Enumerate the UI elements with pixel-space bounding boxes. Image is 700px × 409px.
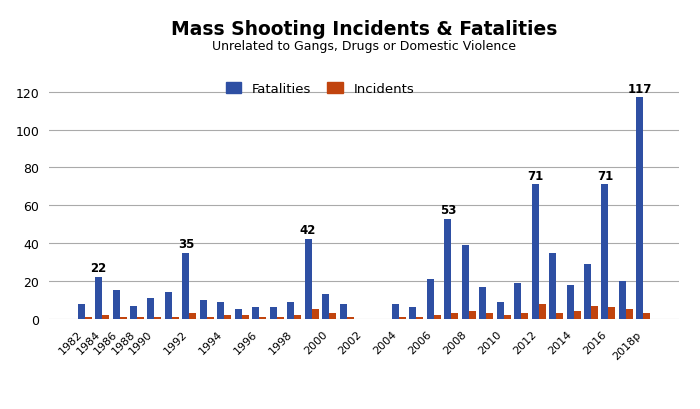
Bar: [252, 308, 259, 319]
Bar: [619, 281, 626, 319]
Bar: [241, 315, 248, 319]
Bar: [549, 253, 556, 319]
Text: Unrelated to Gangs, Drugs or Domestic Violence: Unrelated to Gangs, Drugs or Domestic Vi…: [212, 40, 516, 53]
Bar: [172, 317, 179, 319]
Bar: [190, 313, 197, 319]
Bar: [497, 302, 504, 319]
Bar: [504, 315, 511, 319]
Bar: [304, 240, 312, 319]
Bar: [452, 313, 458, 319]
Bar: [270, 308, 276, 319]
Bar: [234, 310, 241, 319]
Bar: [636, 98, 643, 319]
Bar: [531, 185, 538, 319]
Bar: [573, 312, 580, 319]
Bar: [601, 185, 608, 319]
Text: 71: 71: [597, 169, 613, 182]
Bar: [462, 245, 469, 319]
Bar: [566, 285, 573, 319]
Bar: [522, 313, 528, 319]
Bar: [556, 313, 563, 319]
Bar: [217, 302, 224, 319]
Bar: [155, 317, 162, 319]
Bar: [486, 313, 493, 319]
Bar: [392, 304, 399, 319]
Text: 22: 22: [90, 262, 106, 275]
Bar: [78, 304, 85, 319]
Bar: [200, 300, 206, 319]
Bar: [427, 279, 434, 319]
Bar: [346, 317, 354, 319]
Bar: [183, 253, 190, 319]
Bar: [469, 312, 476, 319]
Bar: [340, 304, 346, 319]
Bar: [120, 317, 127, 319]
Text: 42: 42: [300, 224, 316, 237]
Bar: [329, 313, 336, 319]
Bar: [416, 317, 424, 319]
Bar: [591, 306, 598, 319]
Bar: [626, 310, 633, 319]
Bar: [444, 219, 452, 319]
Bar: [206, 317, 214, 319]
Bar: [514, 283, 522, 319]
Bar: [276, 317, 284, 319]
Text: 117: 117: [628, 82, 652, 95]
Bar: [538, 304, 545, 319]
Text: 53: 53: [440, 203, 456, 216]
Bar: [113, 291, 120, 319]
Bar: [130, 306, 137, 319]
Bar: [399, 317, 406, 319]
Bar: [480, 287, 486, 319]
Bar: [259, 317, 266, 319]
Bar: [584, 264, 591, 319]
Bar: [312, 310, 318, 319]
Bar: [137, 317, 144, 319]
Text: 35: 35: [178, 237, 194, 250]
Bar: [95, 277, 102, 319]
Bar: [294, 315, 301, 319]
Bar: [165, 292, 172, 319]
Legend: Fatalities, Incidents: Fatalities, Incidents: [223, 80, 417, 99]
Title: Mass Shooting Incidents & Fatalities: Mass Shooting Incidents & Fatalities: [171, 20, 557, 39]
Bar: [410, 308, 416, 319]
Bar: [224, 315, 231, 319]
Text: 71: 71: [527, 169, 543, 182]
Bar: [287, 302, 294, 319]
Bar: [434, 315, 441, 319]
Bar: [322, 294, 329, 319]
Bar: [608, 308, 615, 319]
Bar: [148, 298, 155, 319]
Bar: [102, 315, 109, 319]
Bar: [643, 313, 650, 319]
Bar: [85, 317, 92, 319]
